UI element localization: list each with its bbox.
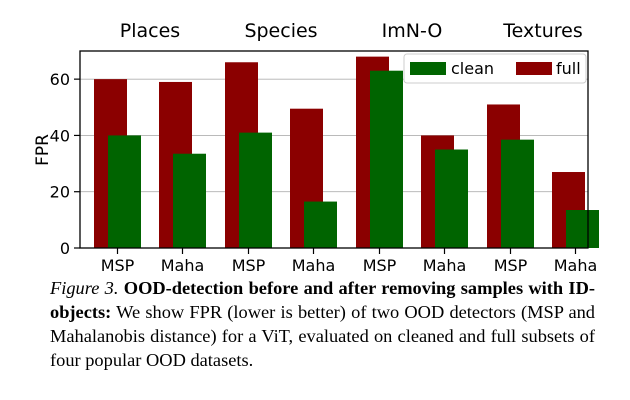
- y-tick-label-0: 0: [60, 239, 70, 258]
- legend-swatch-clean: [410, 62, 446, 75]
- x-tick-label-species-maha: Maha: [292, 256, 336, 275]
- x-tick-label-places-maha: Maha: [161, 256, 205, 275]
- legend-label-clean: clean: [451, 59, 494, 78]
- ood-fpr-bar-chart: 0 20 40 60 MSP Maha MSP Maha MSP Maha MSP Maha Pla…: [33, 20, 599, 275]
- bars: [94, 56, 599, 249]
- group-title-species: Species: [244, 20, 317, 42]
- x-tick-label-species-msp: MSP: [232, 256, 266, 275]
- x-axis: MSP Maha MSP Maha MSP Maha MSP Maha: [101, 248, 598, 275]
- plot-frame: [79, 50, 589, 249]
- y-axis-label: FPR: [33, 134, 53, 166]
- legend: clean full: [403, 53, 587, 84]
- legend-frame: [403, 53, 587, 84]
- bar-clean-places-msp: [108, 135, 141, 248]
- bar-clean-textures-maha: [566, 210, 599, 248]
- bar-clean-places-maha: [173, 153, 206, 248]
- x-tick-label-imn-o-msp: MSP: [363, 256, 397, 275]
- x-tick-label-places-msp: MSP: [101, 256, 135, 275]
- figure-caption: Figure 3. OOD-detection before and after…: [50, 276, 595, 372]
- y-tick-label-20: 20: [50, 183, 70, 202]
- figure-label: Figure 3.: [50, 278, 119, 298]
- group-title-places: Places: [120, 20, 180, 42]
- caption-title: OOD-detection before and after removing …: [50, 278, 595, 322]
- group-title-imn-o: ImN-O: [382, 20, 443, 42]
- caption-text: We show FPR (lower is better) of two OOD…: [50, 302, 595, 370]
- bar-clean-species-msp: [239, 132, 272, 248]
- x-tick-label-imn-o-maha: Maha: [423, 256, 467, 275]
- y-tick-label-60: 60: [50, 70, 70, 89]
- bar-clean-imn-o-msp: [370, 70, 403, 248]
- bar-clean-species-maha: [304, 201, 337, 248]
- bar-clean-textures-msp: [501, 139, 534, 248]
- bar-clean-imn-o-maha: [435, 149, 468, 248]
- y-axis: 0 20 40 60: [50, 70, 80, 258]
- group-title-textures: Textures: [502, 20, 582, 42]
- x-tick-label-textures-msp: MSP: [494, 256, 528, 275]
- group-titles: Places Species ImN-O Textures: [120, 20, 583, 42]
- legend-swatch-full: [516, 62, 552, 75]
- x-tick-label-textures-maha: Maha: [554, 256, 598, 275]
- y-tick-label-40: 40: [50, 126, 70, 145]
- legend-label-full: full: [556, 59, 581, 78]
